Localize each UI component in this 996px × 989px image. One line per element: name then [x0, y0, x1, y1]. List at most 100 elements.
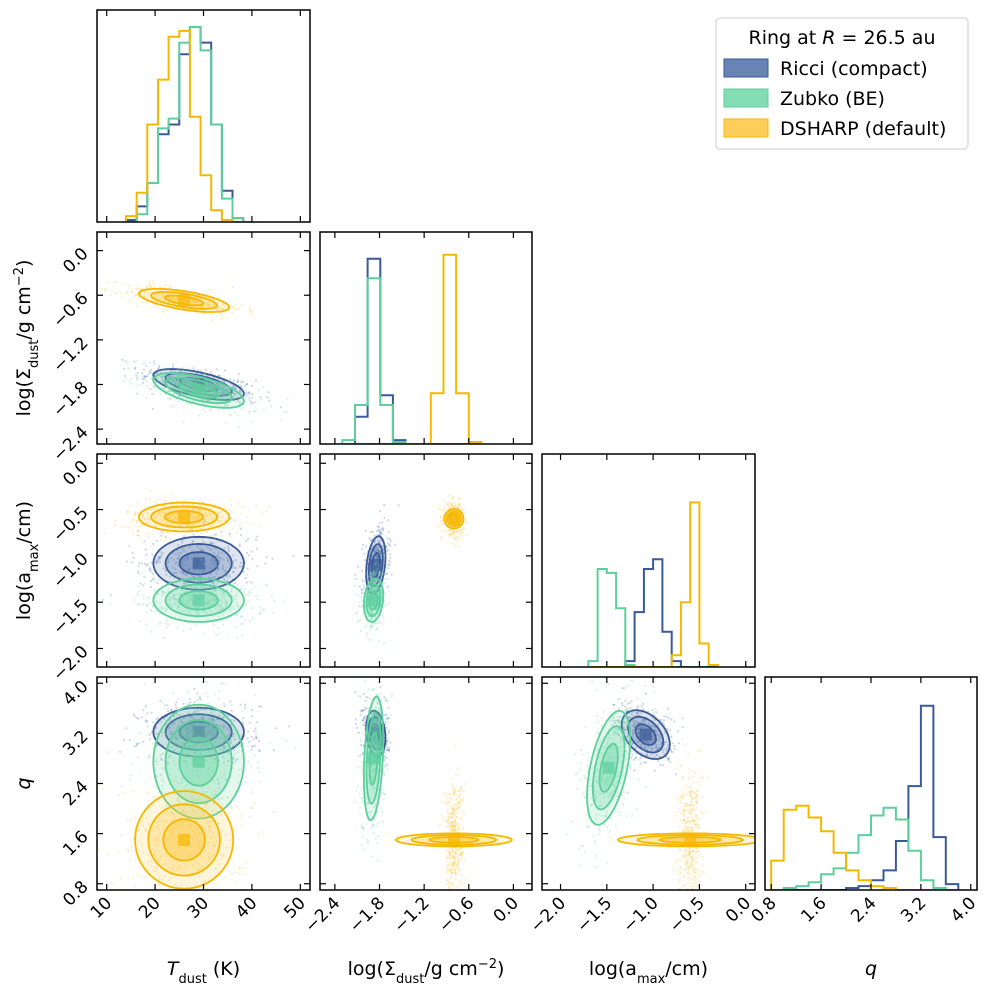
- sample-point: [213, 844, 216, 848]
- sample-point: [378, 639, 381, 643]
- sample-point: [192, 739, 195, 742]
- sample-point: [217, 605, 220, 608]
- sample-point: [212, 583, 215, 586]
- sample-point: [244, 926, 246, 928]
- sample-point: [450, 532, 453, 535]
- sample-point: [175, 515, 178, 518]
- sample-point: [221, 564, 224, 567]
- sample-point: [200, 397, 204, 400]
- sample-point: [234, 594, 237, 598]
- sample-point: [204, 389, 207, 392]
- sample-point: [189, 701, 192, 704]
- sample-point: [120, 877, 123, 880]
- sample-point: [374, 548, 377, 551]
- sample-point: [218, 774, 221, 777]
- sample-point: [192, 533, 195, 536]
- sample-point: [145, 564, 148, 567]
- sample-point: [215, 399, 219, 402]
- sample-point: [150, 286, 153, 289]
- sample-point: [196, 709, 200, 712]
- sample-point: [159, 753, 162, 756]
- sample-point: [238, 545, 241, 548]
- sample-point: [150, 585, 153, 589]
- sample-point: [361, 543, 365, 547]
- sample-point: [126, 525, 129, 528]
- sample-point: [192, 799, 195, 802]
- sample-point: [221, 515, 224, 518]
- sample-point: [206, 731, 209, 734]
- sample-point: [214, 561, 217, 564]
- sample-point: [458, 503, 461, 507]
- sample-point: [187, 712, 190, 715]
- sample-point: [198, 696, 201, 699]
- sample-point: [208, 608, 211, 611]
- sample-point: [270, 595, 273, 598]
- sample-point: [147, 372, 150, 376]
- sample-point: [377, 549, 380, 553]
- sample-point: [206, 581, 209, 584]
- sample-point: [375, 568, 378, 571]
- sample-point: [286, 397, 289, 400]
- sample-point: [155, 376, 158, 379]
- sample-point: [198, 516, 201, 519]
- sample-point: [227, 545, 230, 548]
- sample-point: [189, 744, 192, 747]
- sample-point: [154, 727, 157, 730]
- sample-point: [212, 581, 215, 584]
- sample-point: [157, 717, 160, 720]
- sample-point: [204, 520, 207, 523]
- sample-point: [188, 388, 191, 391]
- sample-point: [213, 304, 216, 307]
- sample-point: [172, 594, 176, 597]
- sample-point: [457, 506, 461, 509]
- sample-point: [191, 816, 194, 819]
- sample-point: [450, 503, 454, 506]
- sample-point: [176, 388, 179, 392]
- sample-point: [210, 791, 213, 794]
- sample-point: [210, 559, 213, 562]
- sample-point: [209, 371, 213, 374]
- sample-point: [188, 568, 191, 571]
- sample-point: [206, 695, 209, 698]
- sample-point: [209, 599, 212, 602]
- sample-point: [156, 380, 159, 383]
- sample-point: [214, 606, 217, 610]
- sample-point: [373, 550, 376, 553]
- sample-point: [213, 781, 216, 784]
- sample-point: [456, 530, 459, 534]
- sample-point: [164, 609, 167, 613]
- sample-point: [230, 873, 233, 876]
- sample-point: [218, 863, 221, 866]
- sample-point: [248, 305, 251, 308]
- sample-point: [161, 510, 164, 513]
- sample-point: [198, 569, 201, 572]
- sample-point: [198, 515, 201, 518]
- sample-point: [208, 718, 211, 721]
- sample-point: [140, 562, 143, 565]
- panel-q-S: −2.4 −1.8 −1.2 −0.6 0.0: [301, 676, 533, 937]
- sample-point: [393, 543, 397, 546]
- sample-point: [188, 546, 191, 549]
- sample-point: [173, 852, 176, 855]
- sample-point: [450, 502, 453, 505]
- sample-point: [183, 766, 186, 769]
- sample-point: [206, 724, 209, 727]
- sample-point: [128, 379, 131, 383]
- sample-point: [237, 502, 240, 505]
- sample-point: [282, 600, 285, 603]
- sample-point: [216, 778, 219, 781]
- sample-point: [184, 379, 187, 382]
- sample-point: [132, 518, 135, 521]
- sample-point: [201, 579, 204, 582]
- sample-point: [247, 537, 250, 541]
- sample-point: [135, 392, 138, 395]
- sample-point: [253, 754, 256, 757]
- sample-point: [379, 554, 383, 558]
- sample-point: [161, 878, 164, 881]
- sample-point: [129, 504, 132, 507]
- sample-point: [212, 391, 216, 395]
- sample-point: [208, 542, 211, 545]
- sample-point: [209, 824, 212, 828]
- sample-point: [206, 304, 209, 307]
- sample-point: [175, 378, 178, 382]
